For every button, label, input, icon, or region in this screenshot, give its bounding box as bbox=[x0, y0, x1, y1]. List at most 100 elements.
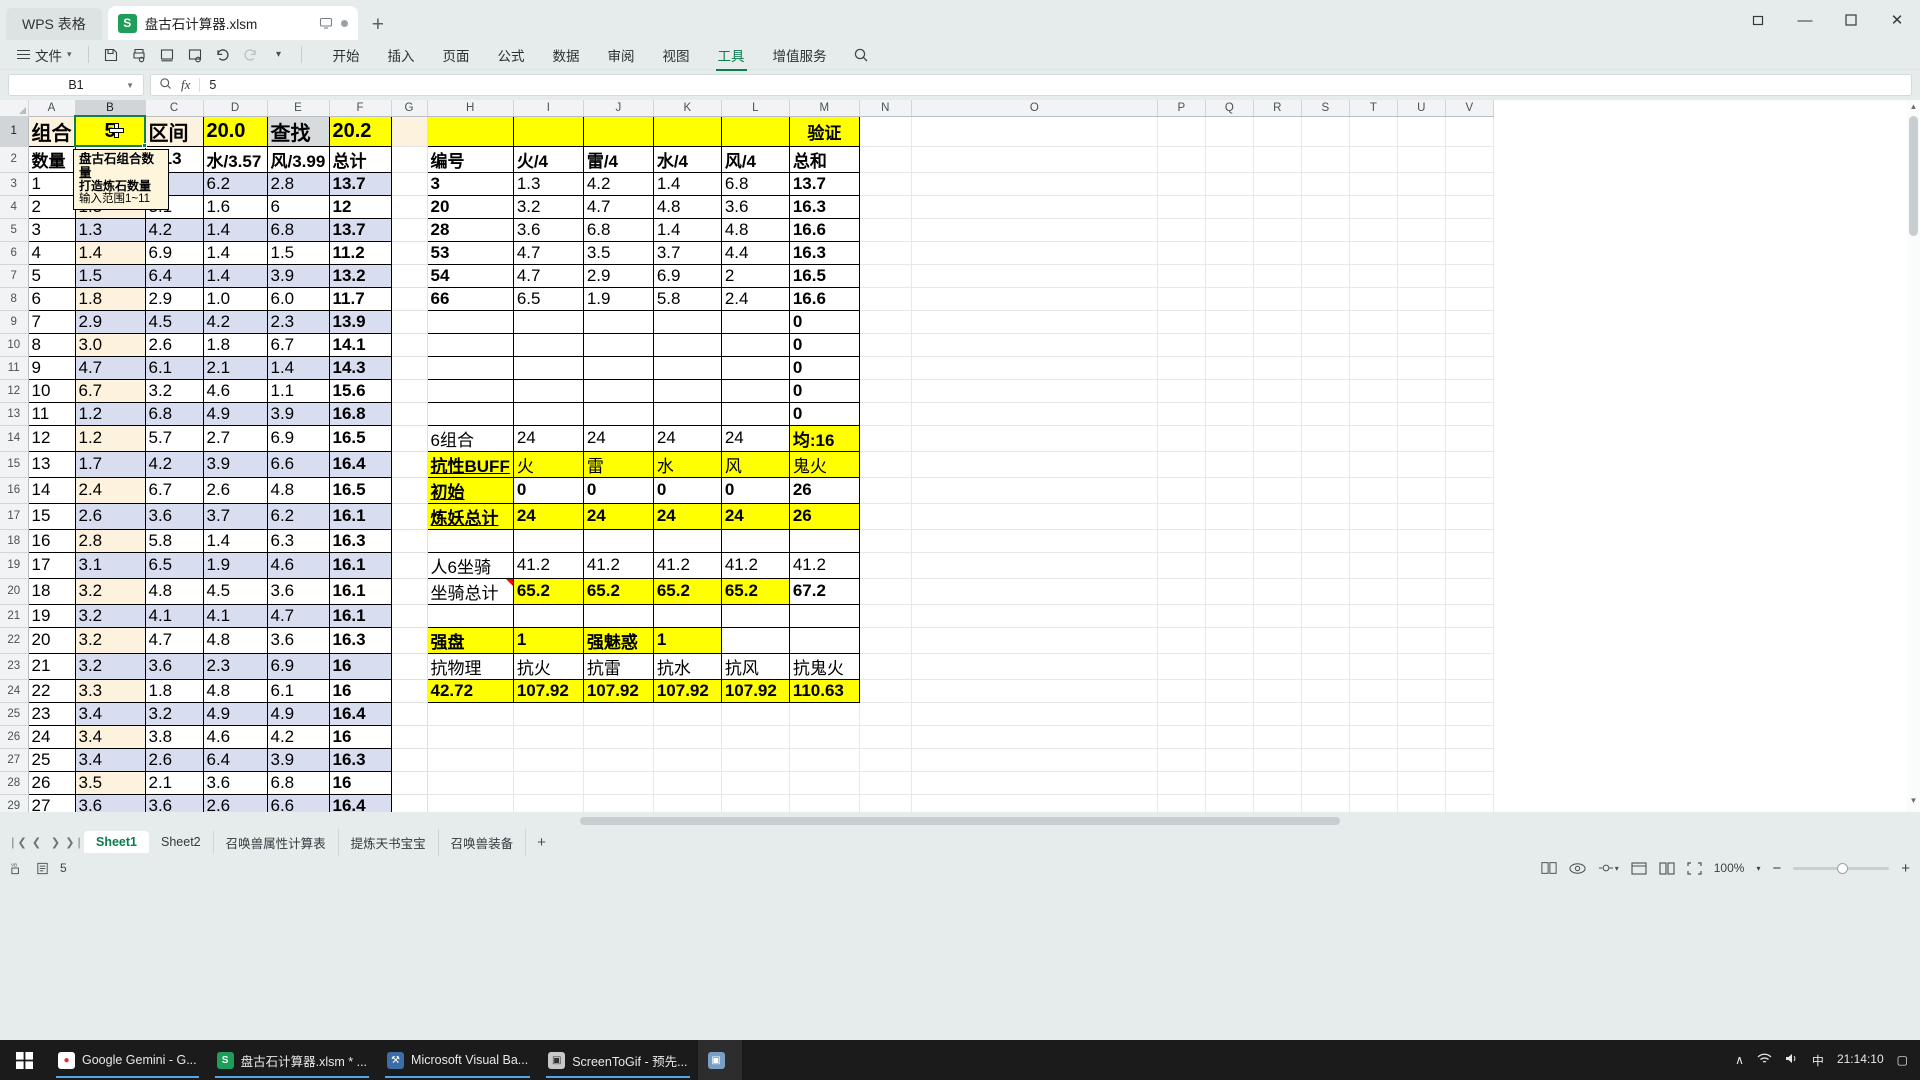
cell-O10[interactable] bbox=[911, 333, 1158, 357]
cell-U9[interactable] bbox=[1397, 310, 1446, 334]
cell-U14[interactable] bbox=[1397, 425, 1446, 452]
cell-D23[interactable]: 2.3 bbox=[202, 652, 268, 680]
col-header-M[interactable]: M bbox=[789, 100, 860, 117]
cell-Q29[interactable] bbox=[1205, 794, 1254, 812]
cell-M9[interactable]: 0 bbox=[788, 309, 860, 334]
cell-O13[interactable] bbox=[911, 402, 1158, 426]
cell-U3[interactable] bbox=[1397, 172, 1446, 196]
cell-K16[interactable]: 0 bbox=[652, 476, 722, 504]
cell-I1[interactable] bbox=[512, 115, 584, 147]
cell-P24[interactable] bbox=[1157, 679, 1206, 703]
cell-O8[interactable] bbox=[911, 287, 1158, 311]
col-header-D[interactable]: D bbox=[203, 100, 268, 117]
cell-T3[interactable] bbox=[1349, 172, 1398, 196]
cell-I24[interactable]: 107.92 bbox=[512, 678, 584, 703]
row-header-2[interactable]: 2 bbox=[0, 146, 29, 173]
cell-T14[interactable] bbox=[1349, 425, 1398, 452]
vertical-scrollbar[interactable]: ▲ ▼ bbox=[1907, 100, 1920, 812]
cell-D16[interactable]: 2.6 bbox=[202, 476, 268, 504]
cell-R22[interactable] bbox=[1253, 627, 1302, 654]
cell-K10[interactable] bbox=[652, 332, 722, 357]
cell-P9[interactable] bbox=[1157, 310, 1206, 334]
cell-D15[interactable]: 3.9 bbox=[202, 450, 268, 478]
cell-C25[interactable]: 3.2 bbox=[144, 701, 204, 726]
cell-L1[interactable] bbox=[720, 115, 790, 147]
volume-icon[interactable] bbox=[1785, 1052, 1799, 1068]
cell-O3[interactable] bbox=[911, 172, 1158, 196]
cell-R15[interactable] bbox=[1253, 451, 1302, 478]
col-header-C[interactable]: C bbox=[145, 100, 204, 117]
cell-U24[interactable] bbox=[1397, 679, 1446, 703]
cell-Q26[interactable] bbox=[1205, 725, 1254, 749]
cell-A19[interactable]: 17 bbox=[27, 551, 76, 579]
cell-Q18[interactable] bbox=[1205, 529, 1254, 553]
cell-T16[interactable] bbox=[1349, 477, 1398, 504]
cell-F24[interactable]: 16 bbox=[328, 678, 392, 703]
cell-E13[interactable]: 3.9 bbox=[266, 401, 330, 426]
cell-N13[interactable] bbox=[859, 402, 912, 426]
cell-O18[interactable] bbox=[911, 529, 1158, 553]
cell-R18[interactable] bbox=[1253, 529, 1302, 553]
cell-V7[interactable] bbox=[1445, 264, 1494, 288]
cell-U28[interactable] bbox=[1397, 771, 1446, 795]
row-header-17[interactable]: 17 bbox=[0, 503, 29, 530]
cell-C16[interactable]: 6.7 bbox=[144, 476, 204, 504]
cell-D6[interactable]: 1.4 bbox=[202, 240, 268, 265]
col-header-T[interactable]: T bbox=[1349, 100, 1398, 117]
cell-K5[interactable]: 1.4 bbox=[652, 217, 722, 242]
cell-E22[interactable]: 3.6 bbox=[266, 626, 330, 654]
maximize-button[interactable] bbox=[1828, 0, 1874, 40]
cell-E16[interactable]: 4.8 bbox=[266, 476, 330, 504]
cell-H1[interactable] bbox=[426, 115, 514, 147]
cell-P16[interactable] bbox=[1157, 477, 1206, 504]
cell-D27[interactable]: 6.4 bbox=[202, 747, 268, 772]
cell-V17[interactable] bbox=[1445, 503, 1494, 530]
cell-P23[interactable] bbox=[1157, 653, 1206, 680]
cell-A7[interactable]: 5 bbox=[27, 263, 76, 288]
cell-S22[interactable] bbox=[1301, 627, 1350, 654]
cell-B9[interactable]: 2.9 bbox=[74, 309, 146, 334]
cell-E27[interactable]: 3.9 bbox=[266, 747, 330, 772]
cell-S28[interactable] bbox=[1301, 771, 1350, 795]
row-header-22[interactable]: 22 bbox=[0, 627, 29, 654]
cell-H10[interactable] bbox=[426, 332, 514, 357]
cell-D12[interactable]: 4.6 bbox=[202, 378, 268, 403]
cell-O17[interactable] bbox=[911, 503, 1158, 530]
cell-J3[interactable]: 4.2 bbox=[582, 171, 654, 196]
cell-E15[interactable]: 6.6 bbox=[266, 450, 330, 478]
sheet-tab-summon-attr[interactable]: 召唤兽属性计算表 bbox=[214, 828, 339, 856]
cell-I21[interactable] bbox=[512, 603, 584, 628]
cell-F29[interactable]: 16.4 bbox=[328, 793, 392, 812]
cell-I19[interactable]: 41.2 bbox=[512, 551, 584, 579]
cell-G19[interactable] bbox=[391, 552, 428, 579]
cell-N7[interactable] bbox=[859, 264, 912, 288]
cell-L10[interactable] bbox=[720, 332, 790, 357]
cell-K26[interactable] bbox=[653, 725, 722, 749]
cell-N23[interactable] bbox=[859, 653, 912, 680]
cell-A21[interactable]: 19 bbox=[27, 603, 76, 628]
cell-H21[interactable] bbox=[426, 603, 514, 628]
cell-M8[interactable]: 16.6 bbox=[788, 286, 860, 311]
cell-M21[interactable] bbox=[788, 603, 860, 628]
cell-C18[interactable]: 5.8 bbox=[144, 528, 204, 553]
col-header-R[interactable]: R bbox=[1253, 100, 1302, 117]
col-header-U[interactable]: U bbox=[1397, 100, 1446, 117]
cell-L29[interactable] bbox=[721, 794, 790, 812]
cell-U23[interactable] bbox=[1397, 653, 1446, 680]
cell-G6[interactable] bbox=[391, 241, 428, 265]
cell-R19[interactable] bbox=[1253, 552, 1302, 579]
cell-A3[interactable]: 1 bbox=[27, 171, 76, 196]
cell-F11[interactable]: 14.3 bbox=[328, 355, 392, 380]
tray-chevron-up-icon[interactable]: ∧ bbox=[1735, 1053, 1744, 1067]
cell-J8[interactable]: 1.9 bbox=[582, 286, 654, 311]
cell-K19[interactable]: 41.2 bbox=[652, 551, 722, 579]
cell-R23[interactable] bbox=[1253, 653, 1302, 680]
cell-A11[interactable]: 9 bbox=[27, 355, 76, 380]
ribbon-tab-formula[interactable]: 公式 bbox=[497, 48, 525, 64]
cell-U15[interactable] bbox=[1397, 451, 1446, 478]
cell-R29[interactable] bbox=[1253, 794, 1302, 812]
cell-N26[interactable] bbox=[859, 725, 912, 749]
cell-S10[interactable] bbox=[1301, 333, 1350, 357]
cell-G7[interactable] bbox=[391, 264, 428, 288]
cell-V5[interactable] bbox=[1445, 218, 1494, 242]
